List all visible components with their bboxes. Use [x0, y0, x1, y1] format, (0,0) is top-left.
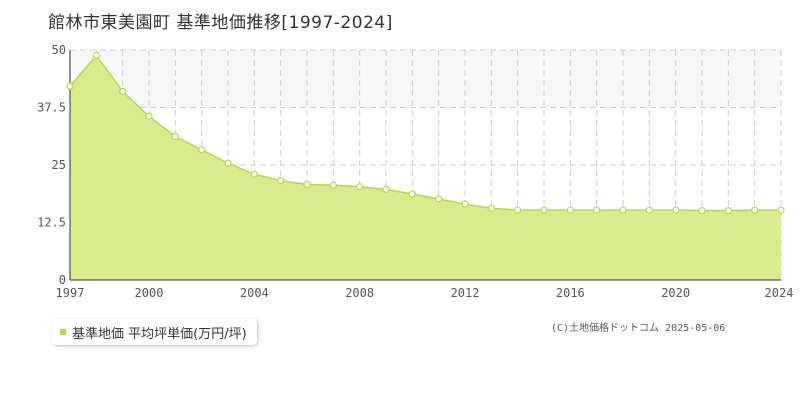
data-point — [487, 204, 495, 212]
y-tick-label: 0 — [59, 273, 66, 287]
credit-text: (C)土地価格ドットコム 2025-05-06 — [551, 323, 726, 334]
series-line — [69, 54, 781, 212]
data-point — [224, 159, 232, 167]
x-tick-label: 2020 — [661, 286, 690, 300]
x-tick-label: 1997 — [56, 286, 85, 300]
data-point — [303, 180, 311, 188]
x-tick-label: 2000 — [135, 286, 164, 300]
y-tick-label: 25 — [52, 158, 66, 172]
data-point — [566, 206, 574, 214]
y-tick-label: 12.5 — [37, 216, 66, 230]
data-point — [645, 206, 653, 214]
data-point — [277, 177, 285, 185]
data-point — [92, 51, 100, 60]
data-point — [698, 206, 706, 215]
data-point — [672, 206, 680, 214]
x-tick-label: 2004 — [240, 286, 269, 300]
y-tick-label: 50 — [52, 43, 66, 57]
data-point — [250, 170, 258, 178]
x-tick-label: 2024 — [765, 286, 794, 300]
x-tick-label: 2008 — [345, 286, 374, 300]
data-point — [540, 206, 548, 214]
plot-band-top — [70, 50, 781, 108]
data-point — [724, 206, 732, 215]
x-tick-label: 2012 — [451, 286, 480, 300]
data-point — [382, 185, 390, 193]
data-point — [751, 206, 759, 214]
data-point — [171, 132, 179, 141]
legend: 基準地価 平均坪単価(万円/坪) — [52, 319, 257, 345]
data-point — [619, 206, 627, 214]
legend-marker — [60, 329, 66, 335]
data-point — [356, 183, 364, 191]
data-point — [198, 146, 206, 154]
y-tick-label: 37.5 — [37, 101, 66, 115]
data-point — [461, 200, 469, 208]
data-point — [435, 195, 443, 203]
markers — [66, 51, 785, 215]
area-layer — [69, 54, 781, 280]
data-point — [408, 190, 416, 198]
data-point — [777, 206, 785, 214]
data-point — [593, 206, 601, 214]
tick-labels: 0 12.5 25 37.5 50 1997 2000 2004 2008 2012 2016 202… — [37, 43, 793, 300]
series-area — [70, 55, 781, 280]
data-point — [514, 206, 522, 214]
data-point — [119, 87, 127, 96]
x-tick-label: 2016 — [556, 286, 585, 300]
legend-label: 基準地価 平均坪単価(万円/坪) — [72, 326, 247, 342]
plot-background — [70, 50, 781, 108]
data-point — [66, 82, 74, 90]
data-point — [329, 181, 337, 189]
chart-title: 館林市東美園町 基準地価推移[1997-2024] — [48, 13, 393, 33]
data-point — [145, 112, 153, 120]
